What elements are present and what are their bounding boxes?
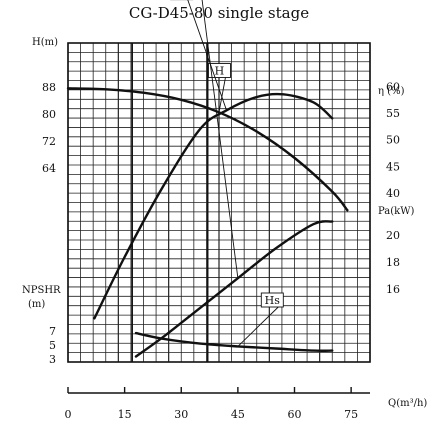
x-tick-label: 0: [65, 408, 72, 421]
efficiency-tick-label: 45: [386, 160, 400, 173]
head-tick-label: 64: [42, 162, 56, 175]
npshr-tick-label: 7: [49, 325, 56, 338]
h-leader-line: [218, 77, 226, 113]
x-tick-label: 60: [288, 408, 302, 421]
power-tick-label: 16: [386, 283, 400, 296]
curve-labels: HηPaHs: [170, 0, 284, 347]
plot-border: [67, 42, 371, 363]
eta-curve: [93, 92, 334, 320]
efficiency-tick-label: 55: [386, 107, 400, 120]
head-tick-label: 88: [42, 81, 56, 94]
h-curve: [66, 87, 349, 212]
power-tick-label: 18: [386, 256, 400, 269]
hs-label-box: [260, 292, 284, 308]
head-tick-label: 80: [42, 108, 56, 121]
npshr-tick-label: 5: [49, 339, 56, 352]
power-axis-label: Pa(kW): [378, 206, 414, 217]
h-curve-label: H: [215, 65, 225, 78]
x-axis: 0 15 30 45 60 75: [65, 387, 370, 421]
x-tick-label: 30: [174, 408, 188, 421]
x-tick-label: 75: [344, 408, 358, 421]
npshr-axis-unit: (m): [28, 299, 45, 310]
chart-title: CG-D45-80 single stage: [129, 4, 309, 22]
x-axis-label: Q(m³/h): [388, 398, 427, 409]
head-tick-label: 72: [42, 135, 56, 148]
efficiency-tick-label: 60: [386, 80, 400, 93]
x-tick-label: 15: [118, 408, 132, 421]
npshr-axis-label: NPSHR: [22, 285, 61, 296]
eta-leader-line: [187, 0, 227, 111]
efficiency-axis-label: η (%): [378, 86, 405, 97]
pa-leader-line: [201, 0, 239, 279]
hs-curve-label: Hs: [265, 294, 281, 307]
hs-leader-line: [237, 306, 279, 347]
efficiency-tick-label: 50: [386, 134, 400, 147]
npshr-tick-label: 3: [49, 353, 56, 366]
x-tick-label: 45: [231, 408, 245, 421]
efficiency-tick-label: 40: [386, 187, 400, 200]
y-axis-ticks: 64 72 80 88 357 40 45 50 55 60 16 18 20: [42, 80, 400, 366]
plot-frame: [67, 42, 371, 363]
reference-lines: [131, 43, 209, 362]
power-tick-label: 20: [386, 229, 400, 242]
pa-curve: [134, 220, 334, 358]
head-axis-label: H(m): [32, 37, 58, 48]
